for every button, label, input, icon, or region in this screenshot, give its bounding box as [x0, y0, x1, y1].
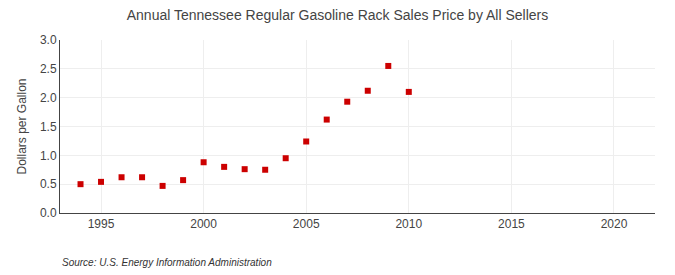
svg-text:0.5: 0.5: [40, 177, 57, 191]
svg-text:2005: 2005: [293, 217, 320, 231]
svg-text:1995: 1995: [88, 217, 115, 231]
svg-text:2010: 2010: [395, 217, 422, 231]
svg-text:2020: 2020: [601, 217, 628, 231]
svg-text:2000: 2000: [190, 217, 217, 231]
svg-text:Annual Tennessee Regular Gasol: Annual Tennessee Regular Gasoline Rack S…: [127, 7, 549, 23]
svg-text:0.0: 0.0: [40, 206, 57, 220]
svg-text:Dollars per Gallon: Dollars per Gallon: [15, 78, 29, 174]
svg-text:Source: U.S. Energy Informatio: Source: U.S. Energy Information Administ…: [62, 257, 272, 268]
svg-text:1.5: 1.5: [40, 120, 57, 134]
svg-text:2.0: 2.0: [40, 91, 57, 105]
svg-text:1.0: 1.0: [40, 149, 57, 163]
svg-text:2015: 2015: [498, 217, 525, 231]
svg-text:2.5: 2.5: [40, 62, 57, 76]
svg-text:3.0: 3.0: [40, 33, 57, 47]
